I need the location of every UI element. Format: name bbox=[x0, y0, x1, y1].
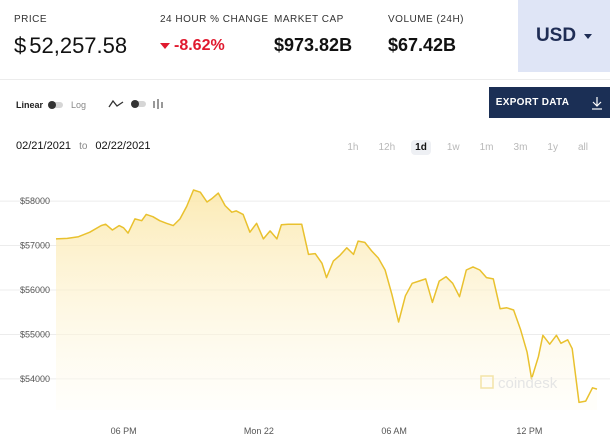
price-label: PRICE bbox=[14, 14, 48, 25]
date-from[interactable]: 02/21/2021 bbox=[16, 140, 72, 152]
range-button-3m[interactable]: 3m bbox=[513, 142, 528, 153]
y-tick-label: $58000 bbox=[20, 196, 50, 206]
price-currency-symbol: $ bbox=[14, 33, 27, 58]
volume-label: VOLUME (24H) bbox=[388, 14, 465, 25]
price-stat: PRICE $52,257.58 bbox=[14, 14, 127, 59]
price-value: $52,257.58 bbox=[14, 33, 127, 59]
volume-stat: VOLUME (24H) $67.42B bbox=[388, 14, 464, 56]
range-button-1y[interactable]: 1y bbox=[547, 142, 558, 153]
export-data-button[interactable]: EXPORT DATA bbox=[489, 87, 610, 118]
line-chart-icon[interactable] bbox=[108, 99, 124, 109]
currency-selector[interactable]: USD bbox=[518, 0, 610, 72]
x-tick-label: Mon 22 bbox=[244, 426, 274, 436]
change-value: -8.62% bbox=[160, 37, 269, 55]
chart-type-switch[interactable] bbox=[131, 100, 146, 108]
range-selector: 1h 12h 1d 1w 1m 3m 1y all bbox=[343, 140, 592, 155]
price-amount: 52,257.58 bbox=[29, 33, 128, 58]
range-button-12h[interactable]: 12h bbox=[378, 142, 396, 153]
y-tick-label: $56000 bbox=[20, 285, 50, 295]
range-button-1d[interactable]: 1d bbox=[411, 140, 431, 155]
x-tick-label: 06 AM bbox=[381, 426, 407, 436]
scale-switch[interactable] bbox=[48, 101, 64, 109]
change-amount: -8.62% bbox=[174, 37, 225, 54]
date-range[interactable]: 02/21/2021 to 02/22/2021 bbox=[16, 140, 150, 152]
y-tick-label: $55000 bbox=[20, 329, 50, 339]
chart-type-toggle[interactable] bbox=[108, 98, 164, 110]
range-button-1m[interactable]: 1m bbox=[479, 142, 494, 153]
marketcap-value: $973.82B bbox=[274, 35, 353, 55]
export-data-label: EXPORT DATA bbox=[495, 97, 570, 108]
price-chart[interactable]: $58000 $57000 $56000 $55000 $54000 coindesk 06… bbox=[0, 170, 610, 440]
date-to[interactable]: 02/22/2021 bbox=[95, 140, 151, 152]
marketcap-stat: MARKET CAP $973.82B bbox=[274, 14, 352, 56]
volume-value: $67.42B bbox=[388, 35, 457, 55]
change-stat: 24 HOUR % CHANGE -8.62% bbox=[160, 14, 269, 55]
x-tick-label: 12 PM bbox=[516, 426, 542, 436]
download-icon bbox=[592, 96, 603, 110]
currency-value: USD bbox=[535, 25, 577, 46]
linear-label: Linear bbox=[16, 100, 44, 110]
date-to-label: to bbox=[79, 140, 88, 152]
range-button-1h[interactable]: 1h bbox=[347, 142, 359, 153]
range-button-1w[interactable]: 1w bbox=[446, 142, 460, 153]
y-tick-label: $54000 bbox=[20, 374, 50, 384]
change-label: 24 HOUR % CHANGE bbox=[160, 14, 269, 25]
down-triangle-icon bbox=[160, 43, 170, 49]
chevron-down-icon bbox=[584, 34, 593, 39]
candlestick-chart-icon[interactable] bbox=[152, 98, 164, 110]
x-tick-label: 06 PM bbox=[111, 426, 137, 436]
price-line bbox=[55, 189, 598, 404]
stats-bar: PRICE $52,257.58 24 HOUR % CHANGE -8.62%… bbox=[0, 0, 610, 80]
coindesk-logo-icon bbox=[480, 375, 494, 389]
price-area bbox=[56, 190, 597, 410]
log-label: Log bbox=[71, 100, 87, 110]
range-button-all[interactable]: all bbox=[577, 142, 588, 153]
y-tick-label: $57000 bbox=[20, 241, 50, 251]
coindesk-watermark: coindesk bbox=[498, 375, 558, 392]
marketcap-label: MARKET CAP bbox=[274, 14, 344, 25]
scale-toggle[interactable]: Linear Log bbox=[16, 100, 86, 110]
